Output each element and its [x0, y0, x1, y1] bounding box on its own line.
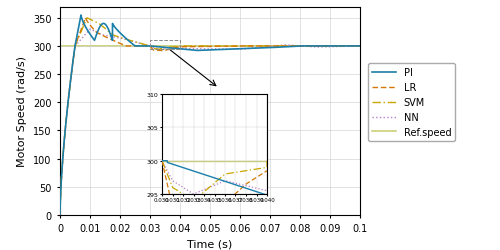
- X-axis label: Time (s): Time (s): [188, 239, 232, 249]
- Bar: [150, 41, 180, 50]
- Y-axis label: Motor Speed (rad/s): Motor Speed (rad/s): [18, 56, 28, 166]
- Legend: PI, LR, SVM, NN, Ref.speed: PI, LR, SVM, NN, Ref.speed: [368, 64, 456, 141]
